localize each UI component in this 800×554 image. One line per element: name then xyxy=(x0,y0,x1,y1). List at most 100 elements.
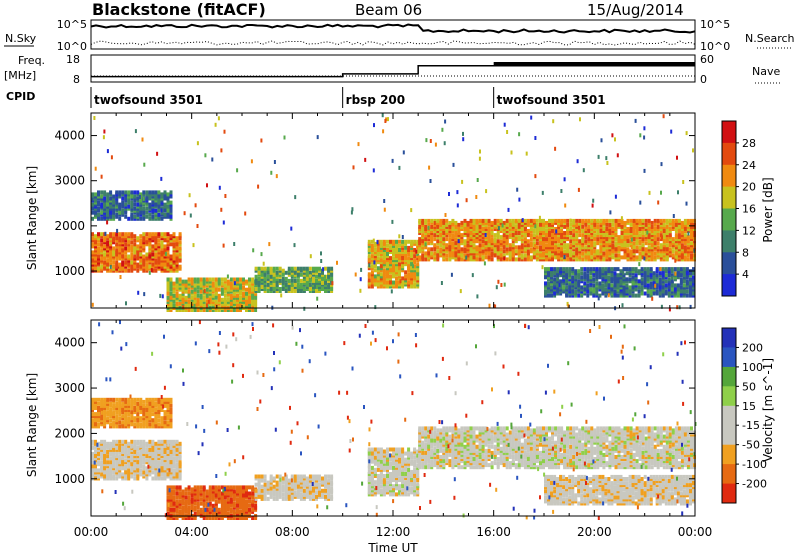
data-cell xyxy=(575,218,579,223)
nave-label: Nave xyxy=(752,65,780,78)
data-cell xyxy=(444,119,447,124)
data-cell xyxy=(97,246,100,251)
data-cell xyxy=(118,406,122,410)
data-cell xyxy=(263,276,267,281)
data-cell xyxy=(427,225,430,230)
data-cell xyxy=(560,189,563,193)
data-cell xyxy=(112,420,116,425)
data-cell xyxy=(424,233,428,238)
data-cell xyxy=(130,240,134,245)
data-cell xyxy=(450,272,453,277)
data-cell xyxy=(293,278,297,283)
data-cell xyxy=(178,258,182,263)
data-cell xyxy=(661,269,665,274)
data-cell xyxy=(157,399,161,404)
data-cell xyxy=(196,297,200,302)
data-cell xyxy=(505,239,509,244)
data-cell xyxy=(581,251,585,256)
data-cell xyxy=(542,218,545,223)
data-cell xyxy=(157,194,161,199)
data-cell xyxy=(224,194,227,198)
data-cell xyxy=(674,239,678,244)
data-cell xyxy=(109,408,113,412)
data-cell xyxy=(604,293,608,298)
data-cell xyxy=(478,156,481,161)
data-cell xyxy=(690,253,693,258)
data-cell xyxy=(109,464,113,469)
data-cell xyxy=(145,399,149,404)
data-cell xyxy=(395,241,398,246)
data-cell xyxy=(535,218,539,223)
data-cell xyxy=(370,274,374,279)
data-cell xyxy=(157,252,161,257)
data-cell xyxy=(556,281,560,286)
data-cell xyxy=(175,450,179,454)
data-cell xyxy=(490,227,494,231)
data-cell xyxy=(395,248,398,252)
data-cell xyxy=(608,218,612,223)
data-cell xyxy=(112,200,116,205)
data-cell xyxy=(196,299,200,304)
data-cell xyxy=(160,443,164,448)
data-cell xyxy=(653,255,657,260)
data-cell xyxy=(148,406,152,410)
data-cell xyxy=(659,267,662,271)
data-cell xyxy=(364,157,367,162)
data-cell xyxy=(550,281,553,286)
data-cell xyxy=(454,233,458,238)
data-cell xyxy=(607,287,611,292)
data-cell xyxy=(401,276,405,281)
data-cell xyxy=(91,464,94,469)
data-cell xyxy=(100,439,104,444)
data-cell xyxy=(270,170,273,175)
data-cell xyxy=(376,248,380,252)
data-cell xyxy=(166,279,170,284)
data-cell xyxy=(97,190,100,195)
data-cell xyxy=(424,257,428,262)
data-cell xyxy=(103,406,107,410)
data-cell xyxy=(622,267,626,272)
cpid-segment-label: twofsound 3501 xyxy=(94,93,203,107)
data-cell xyxy=(622,287,626,292)
data-cell xyxy=(628,269,632,274)
data-cell xyxy=(640,281,644,286)
data-cell xyxy=(160,264,164,269)
data-cell xyxy=(103,244,107,249)
data-cell xyxy=(372,238,375,243)
data-cell xyxy=(127,258,131,263)
data-cell xyxy=(682,283,686,288)
data-cell xyxy=(568,275,572,280)
data-cell xyxy=(582,168,585,173)
power-y-axis-label: Slant Range [km] xyxy=(25,166,39,270)
data-cell xyxy=(649,289,653,294)
data-cell xyxy=(118,450,122,454)
data-cell xyxy=(94,450,97,454)
data-cell xyxy=(260,285,264,289)
data-cell xyxy=(127,468,131,473)
data-cell xyxy=(139,212,143,217)
data-cell xyxy=(635,245,639,250)
data-cell xyxy=(692,293,695,298)
data-cell xyxy=(554,245,558,250)
data-cell xyxy=(560,218,564,223)
data-cell xyxy=(505,218,509,223)
data-cell xyxy=(151,418,155,423)
data-cell xyxy=(634,275,638,280)
data-cell xyxy=(444,213,447,217)
data-cell xyxy=(578,245,582,250)
data-cell xyxy=(671,275,674,280)
data-cell xyxy=(532,241,536,246)
data-cell xyxy=(596,251,600,256)
data-cell xyxy=(430,218,434,223)
data-cell xyxy=(321,270,324,275)
data-cell xyxy=(656,241,660,246)
data-cell xyxy=(160,240,164,245)
data-cell xyxy=(145,441,149,446)
data-cell xyxy=(370,243,374,248)
data-cell xyxy=(91,302,94,307)
data-cell xyxy=(196,285,200,290)
data-cell xyxy=(658,271,662,276)
data-cell xyxy=(430,239,434,244)
data-cell xyxy=(239,285,242,290)
data-cell xyxy=(584,239,588,244)
